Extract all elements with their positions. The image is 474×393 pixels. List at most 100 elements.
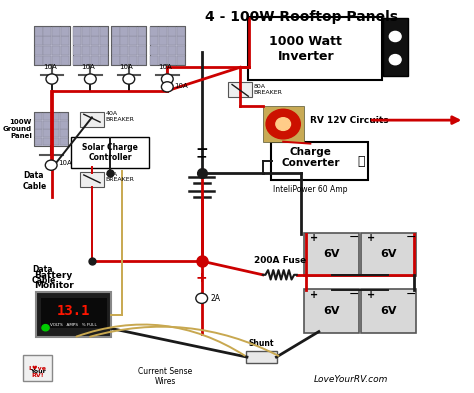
Bar [52, 36, 60, 45]
Bar [36, 292, 111, 338]
Text: −: − [196, 149, 208, 163]
Bar [82, 56, 90, 65]
Text: 10A: 10A [58, 160, 72, 166]
Bar [73, 27, 81, 35]
Text: −: − [349, 288, 359, 301]
Circle shape [42, 325, 49, 331]
Bar [35, 138, 42, 145]
Bar [44, 27, 51, 35]
Circle shape [389, 55, 401, 65]
Text: 10A: 10A [120, 64, 134, 70]
FancyBboxPatch shape [304, 289, 359, 333]
Bar [177, 56, 184, 65]
Bar [60, 138, 68, 145]
Text: 10A: 10A [81, 64, 95, 70]
Text: 10A: 10A [43, 64, 56, 70]
Bar [111, 36, 119, 45]
Bar [82, 46, 90, 55]
Bar [177, 46, 184, 55]
Bar [138, 56, 146, 65]
FancyBboxPatch shape [271, 142, 368, 180]
Circle shape [123, 74, 135, 84]
Bar [177, 27, 184, 35]
Text: 80A
BREAKER: 80A BREAKER [254, 84, 283, 95]
Text: 10A: 10A [158, 64, 172, 70]
Bar [60, 129, 68, 137]
Bar [91, 56, 99, 65]
Circle shape [162, 74, 173, 84]
Text: 40A
BREAKER: 40A BREAKER [106, 171, 135, 182]
Circle shape [84, 74, 96, 84]
Text: −: − [405, 231, 416, 244]
Text: Data
Cable: Data Cable [23, 171, 47, 191]
Bar [35, 113, 42, 120]
Bar [44, 36, 51, 45]
Bar [52, 138, 59, 145]
Text: −: − [405, 288, 416, 301]
Bar [150, 56, 158, 65]
Bar [168, 27, 176, 35]
Text: RV!: RV! [32, 373, 44, 378]
Bar [129, 36, 137, 45]
Bar [383, 18, 408, 76]
Text: VOLTS   AMPS   % FULL: VOLTS AMPS % FULL [50, 323, 97, 327]
Bar [61, 46, 69, 55]
Text: Data
Cable: Data Cable [32, 265, 56, 285]
Circle shape [389, 31, 401, 42]
Bar [43, 113, 51, 120]
Text: Shunt: Shunt [249, 340, 274, 349]
Bar [73, 56, 81, 65]
FancyBboxPatch shape [304, 233, 359, 276]
Bar [168, 36, 176, 45]
FancyBboxPatch shape [150, 26, 185, 65]
Text: +: + [310, 290, 319, 299]
Bar [82, 36, 90, 45]
Bar [111, 56, 119, 65]
Text: 2A: 2A [211, 294, 221, 303]
Text: +: + [196, 271, 208, 285]
Bar [52, 27, 60, 35]
Circle shape [276, 118, 291, 130]
Text: Your: Your [30, 369, 46, 375]
Bar [73, 46, 81, 55]
Bar [60, 113, 68, 120]
Bar [129, 56, 137, 65]
Text: 6V: 6V [324, 249, 340, 259]
FancyBboxPatch shape [361, 289, 416, 333]
Bar [111, 46, 119, 55]
Bar [100, 36, 108, 45]
Bar [100, 27, 108, 35]
Text: 100W
Ground
Panel: 100W Ground Panel [3, 119, 32, 139]
Text: 6V: 6V [380, 306, 397, 316]
Circle shape [196, 293, 208, 303]
Bar [52, 113, 59, 120]
Bar [44, 56, 51, 65]
Text: Battery
Monitor: Battery Monitor [34, 271, 74, 290]
Text: 6V: 6V [324, 306, 340, 316]
Bar [35, 46, 43, 55]
Bar [35, 56, 43, 65]
Text: +: + [310, 233, 319, 243]
Text: +: + [367, 290, 375, 299]
Bar [61, 56, 69, 65]
Bar [41, 298, 107, 328]
Bar [177, 36, 184, 45]
Text: −: − [195, 142, 208, 157]
FancyBboxPatch shape [80, 172, 104, 187]
Bar [168, 46, 176, 55]
Bar [150, 36, 158, 45]
Bar [120, 46, 128, 55]
Text: −: − [349, 231, 359, 244]
Bar [44, 46, 51, 55]
Bar [52, 121, 59, 129]
Text: 40A
BREAKER: 40A BREAKER [106, 111, 135, 121]
FancyBboxPatch shape [248, 17, 382, 80]
Text: 🔌: 🔌 [357, 155, 365, 168]
Bar [43, 129, 51, 137]
Bar [120, 27, 128, 35]
Circle shape [46, 74, 58, 84]
Bar [150, 46, 158, 55]
Bar [61, 27, 69, 35]
Bar [23, 355, 52, 380]
Bar [35, 36, 43, 45]
